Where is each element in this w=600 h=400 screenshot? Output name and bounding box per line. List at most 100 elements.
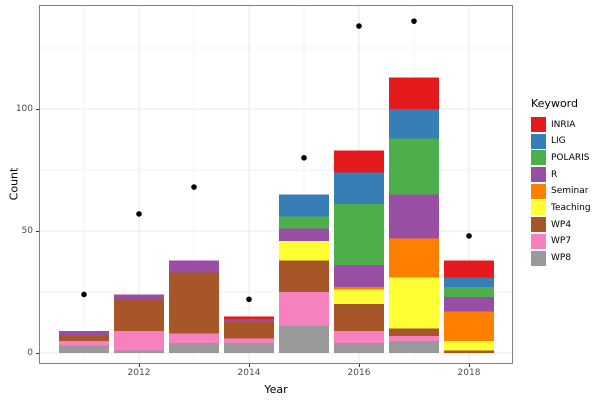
- legend-swatch-wp8: [531, 250, 546, 266]
- y-tick-label: 100: [15, 104, 33, 114]
- y-tick-mark: [36, 109, 39, 110]
- bar-segment-2016-WP4: [334, 304, 384, 332]
- bar-segment-2018-Teaching: [444, 340, 494, 351]
- data-point-2012: [136, 211, 142, 217]
- legend-label: WP4: [551, 219, 572, 230]
- x-tick-label: 2016: [347, 368, 371, 378]
- bar-segment-2014-INRIA: [224, 316, 274, 319]
- bar-segment-2011-WP4: [59, 335, 109, 341]
- bar-segment-2016-INRIA: [334, 150, 384, 173]
- bar-segment-2015-Teaching: [279, 240, 329, 261]
- legend-swatch-wp4: [531, 217, 546, 233]
- legend-item-inria: INRIA: [531, 117, 591, 132]
- legend-label: WP8: [551, 253, 572, 263]
- legend-label: POLARIS: [551, 152, 590, 163]
- bar-segment-2017-Seminar: [389, 238, 439, 278]
- legend-item-seminar: Seminar: [531, 183, 591, 199]
- bar-segment-2017-R: [389, 194, 439, 239]
- x-tick-mark: [469, 364, 470, 367]
- data-point-2018: [466, 233, 472, 239]
- data-point-2011: [81, 291, 87, 298]
- plot-canvas: [39, 5, 513, 364]
- legend-swatch-polaris: [531, 150, 546, 166]
- bar-segment-2013-WP8: [169, 343, 219, 353]
- bar-segment-2017-WP4: [389, 328, 439, 336]
- bar-segment-2016-POLARIS: [334, 204, 384, 266]
- plot-panel: [39, 5, 513, 364]
- bar-segment-2016-WP8: [334, 343, 384, 353]
- legend-label: R: [551, 169, 558, 180]
- x-axis-title: Year: [264, 383, 288, 396]
- legend-label: LIG: [551, 136, 566, 147]
- bar-segment-2014-WP7: [224, 338, 274, 344]
- bar-segment-2017-WP7: [389, 335, 439, 341]
- legend-label: Teaching: [551, 202, 591, 213]
- y-tick-label: 0: [27, 348, 33, 358]
- x-tick-mark: [359, 364, 360, 367]
- bar-segment-2018-POLARIS: [444, 287, 494, 297]
- legend-swatch-teaching: [531, 200, 546, 216]
- bar-segment-2016-Seminar: [334, 287, 384, 290]
- bar-segment-2017-POLARIS: [389, 138, 439, 195]
- legend-item-polaris: POLARIS: [531, 150, 591, 166]
- y-tick-mark: [36, 231, 39, 232]
- bar-segment-2016-WP7: [334, 331, 384, 344]
- x-tick-label: 2018: [457, 368, 481, 378]
- bar-segment-2014-R: [224, 318, 274, 322]
- bar-segment-2018-INRIA: [444, 260, 494, 278]
- bar-segment-2015-WP4: [279, 260, 329, 292]
- data-point-2013: [191, 184, 197, 190]
- bar-segment-2011-WP8: [59, 345, 109, 353]
- y-tick-mark: [36, 353, 39, 354]
- bar-segment-2013-R: [169, 260, 219, 273]
- legend-item-wp7: WP7: [531, 233, 591, 249]
- legend-item-teaching: Teaching: [531, 200, 591, 216]
- bar-segment-2017-Teaching: [389, 277, 439, 329]
- bar-segment-2015-WP8: [279, 326, 329, 353]
- bar-segment-2017-LIG: [389, 109, 439, 139]
- legend: Keyword INRIA LIG POLARIS R Seminar Teaching W…: [531, 97, 591, 267]
- bar-segment-2016-Teaching: [334, 289, 384, 305]
- legend-label: WP7: [551, 236, 572, 247]
- legend-items: INRIA LIG POLARIS R Seminar Teaching WP4 WP7 WP8: [531, 117, 591, 266]
- bar-segment-2015-LIG: [279, 194, 329, 217]
- bar-segment-2012-R: [114, 294, 164, 300]
- bar-segment-2017-INRIA: [389, 77, 439, 109]
- legend-item-wp4: WP4: [531, 217, 591, 233]
- legend-label: Seminar: [551, 186, 589, 197]
- bar-segment-2013-WP7: [169, 333, 219, 344]
- bar-segment-2012-WP4: [114, 299, 164, 332]
- legend-item-r: R: [531, 167, 591, 183]
- bar-segment-2011-R: [59, 331, 109, 336]
- bar-segment-2014-WP8: [224, 343, 274, 353]
- bar-segment-2016-R: [334, 265, 384, 288]
- bar-segment-2018-Seminar: [444, 311, 494, 341]
- data-point-2016: [356, 23, 362, 29]
- bar-segment-2016-LIG: [334, 172, 384, 205]
- bar-segment-2015-POLARIS: [279, 216, 329, 229]
- bar-segment-2018-R: [444, 296, 494, 312]
- legend-swatch-seminar: [531, 183, 546, 199]
- legend-swatch-wp7: [531, 233, 546, 249]
- legend-item-lig: LIG: [531, 133, 591, 149]
- bar-segment-2015-R: [279, 228, 329, 241]
- y-axis-title: Count: [7, 167, 21, 201]
- data-point-2017: [411, 18, 417, 24]
- data-point-2015: [301, 155, 307, 161]
- bar-segment-2018-LIG: [444, 277, 494, 288]
- bar-segment-2015-WP7: [279, 292, 329, 327]
- bar-segment-2012-WP7: [114, 331, 164, 351]
- y-tick-label: 50: [21, 226, 33, 236]
- bar-segment-2014-WP4: [224, 321, 274, 339]
- bar-segment-2018-WP4: [444, 350, 494, 353]
- x-tick-label: 2012: [127, 368, 151, 378]
- legend-label: INRIA: [551, 119, 576, 130]
- legend-swatch-lig: [531, 133, 546, 149]
- legend-swatch-inria: [531, 117, 546, 132]
- legend-swatch-r: [531, 167, 546, 183]
- data-point-2014: [246, 296, 252, 303]
- legend-item-wp8: WP8: [531, 250, 591, 266]
- x-tick-label: 2014: [237, 368, 261, 378]
- bar-segment-2011-WP7: [59, 340, 109, 346]
